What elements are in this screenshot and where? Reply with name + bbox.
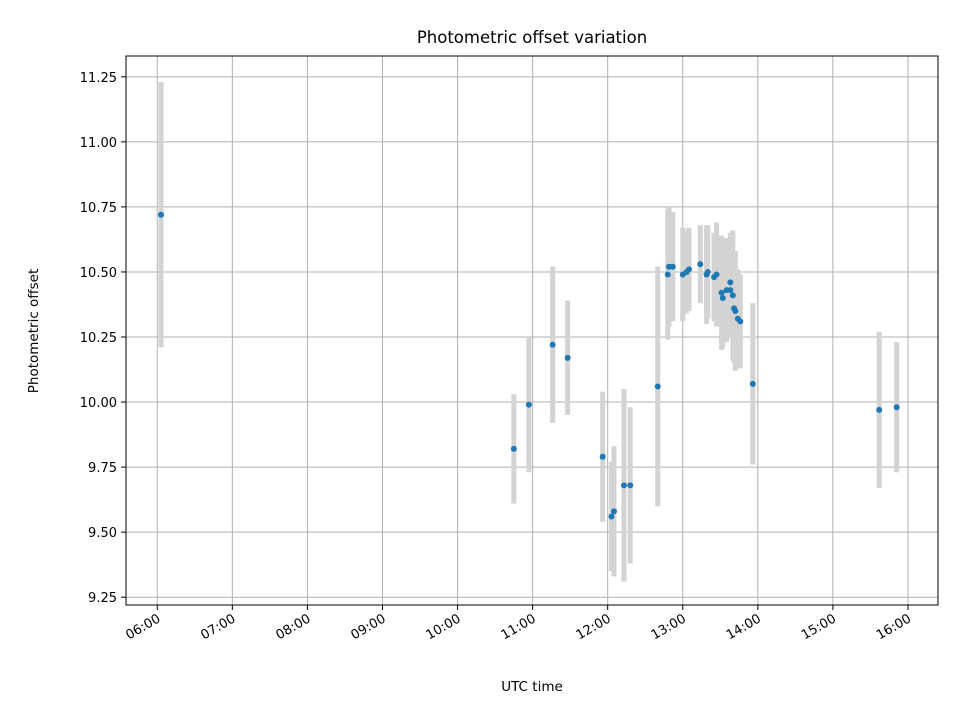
data-point: [893, 404, 900, 411]
data-point: [664, 271, 671, 278]
y-tick-label: 10.00: [80, 396, 117, 411]
data-point: [718, 289, 725, 296]
data-point: [608, 513, 615, 520]
data-point: [749, 380, 756, 387]
y-ticks: 9.25 9.50 9.75 10.00 10.25 10.50 10.75 11.00 11.…: [80, 71, 126, 606]
y-tick-label: 10.25: [80, 331, 117, 346]
y-tick-label: 10.50: [80, 266, 117, 281]
chart-title: Photometric offset variation: [417, 28, 647, 47]
y-tick-label: 9.25: [88, 591, 117, 606]
grid: [126, 56, 938, 605]
x-tick-label: 09:00: [349, 611, 389, 643]
data-point: [610, 508, 617, 515]
error-bars: [158, 82, 900, 582]
data-point: [158, 211, 165, 218]
y-tick-label: 10.75: [80, 201, 117, 216]
x-tick-label: 06:00: [123, 611, 163, 643]
x-tick-label: 15:00: [799, 611, 839, 643]
data-point: [704, 268, 711, 275]
data-point: [654, 383, 661, 390]
y-tick-label: 9.75: [88, 461, 117, 476]
data-point: [719, 294, 726, 301]
data-point: [510, 445, 517, 452]
x-tick-label: 12:00: [574, 611, 614, 643]
y-tick-label: 11.25: [80, 71, 117, 86]
data-point: [727, 279, 734, 286]
x-tick-label: 16:00: [874, 611, 914, 643]
x-tick-label: 10:00: [424, 611, 464, 643]
data-point: [732, 307, 739, 314]
y-tick-label: 11.00: [80, 136, 117, 151]
data-point: [564, 354, 571, 361]
y-tick-label: 9.50: [88, 526, 117, 541]
data-point: [727, 287, 734, 294]
data-point: [599, 453, 606, 460]
plot-frame: [125, 55, 939, 606]
data-point: [525, 401, 532, 408]
x-tick-label: 14:00: [724, 611, 764, 643]
x-tick-label: 11:00: [499, 611, 539, 643]
data-point: [627, 482, 634, 489]
data-point: [737, 318, 744, 325]
data-point: [686, 266, 693, 273]
x-tick-label: 07:00: [198, 611, 238, 643]
data-point: [697, 261, 704, 268]
data-point: [876, 406, 883, 413]
x-axis-label: UTC time: [501, 679, 563, 695]
data-points: [158, 211, 900, 520]
data-point: [713, 271, 720, 278]
x-tick-label: 08:00: [273, 611, 313, 643]
data-point: [669, 263, 676, 270]
data-point: [620, 482, 627, 489]
data-point: [729, 292, 736, 299]
y-axis-label: Photometric offset: [26, 269, 42, 393]
data-point: [549, 341, 556, 348]
x-ticks: 06:00 07:00 08:00 09:00 10:00 11:00 12:00 13:00…: [123, 605, 914, 643]
x-tick-label: 13:00: [649, 611, 689, 643]
